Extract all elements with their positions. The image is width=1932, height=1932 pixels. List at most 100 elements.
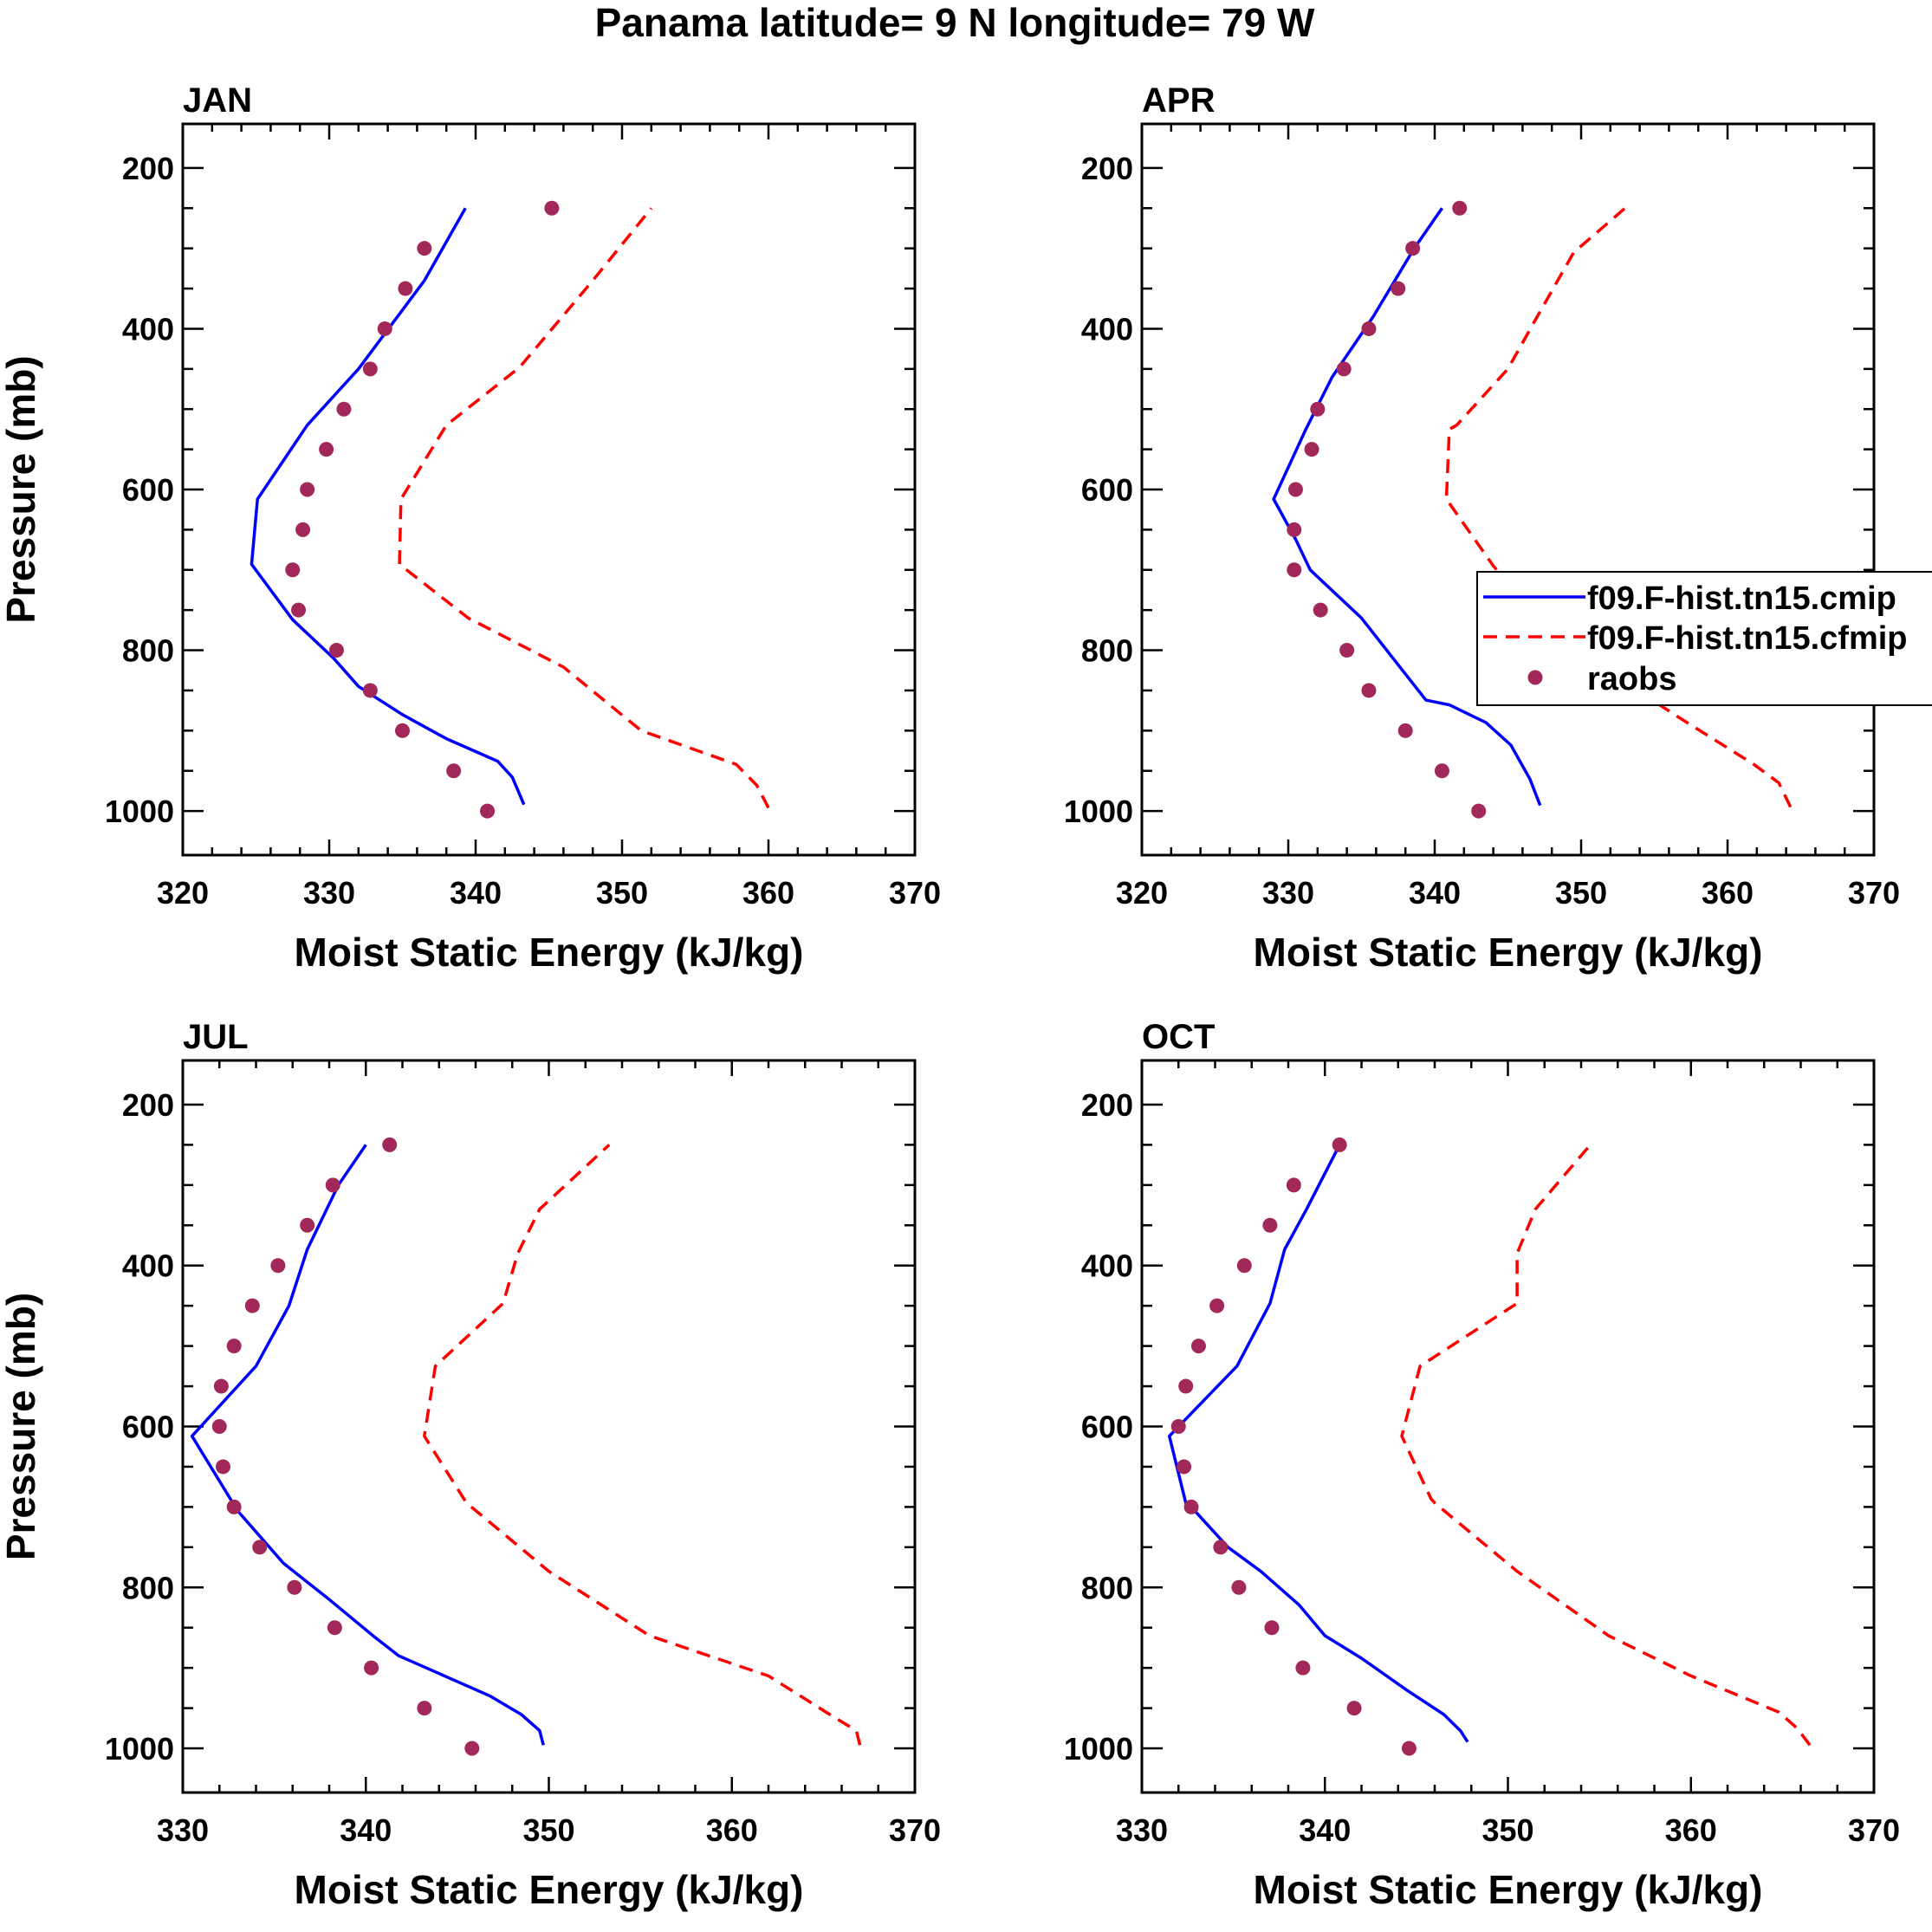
jan-ytick-label: 400 bbox=[122, 311, 174, 347]
oct-cfmip-line bbox=[1400, 1144, 1812, 1747]
apr-xtick-label: 340 bbox=[1409, 875, 1461, 911]
apr-cmip-line bbox=[1272, 207, 1542, 807]
oct-raobs-point bbox=[1231, 1579, 1247, 1595]
jan-raobs-point bbox=[285, 562, 301, 578]
oct-xtick-label: 340 bbox=[1299, 1812, 1351, 1848]
jan-ytick-label: 200 bbox=[122, 151, 174, 186]
jan-raobs-point bbox=[395, 723, 410, 738]
apr-raobs-point bbox=[1361, 683, 1377, 698]
panel-apr: 320 330 340 350 360 370 200 400 600 800 1000 APR Moi… bbox=[1064, 81, 1900, 975]
apr-plot-frame bbox=[1140, 122, 1876, 857]
jan-xtick-label: 360 bbox=[742, 875, 794, 911]
oct-raobs-point bbox=[1183, 1499, 1199, 1514]
jul-raobs-point bbox=[464, 1741, 480, 1756]
jul-cfmip-line bbox=[423, 1144, 862, 1746]
jul-ytick-label: 800 bbox=[122, 1570, 174, 1605]
jan-y-axis-label: Pressure (mb) bbox=[0, 355, 43, 623]
oct-xtick-label: 350 bbox=[1481, 1812, 1533, 1848]
jul-raobs-point bbox=[382, 1137, 398, 1152]
oct-raobs-point bbox=[1346, 1701, 1362, 1716]
apr-xtick-label: 350 bbox=[1555, 875, 1607, 911]
panel-jul: 330 340 350 360 370 200 400 600 800 1000 JUL Moist … bbox=[0, 1018, 941, 1912]
apr-xtick-label: 360 bbox=[1702, 875, 1754, 911]
apr-xtick-label: 370 bbox=[1848, 875, 1900, 911]
apr-raobs-point bbox=[1304, 442, 1319, 457]
jan-raobs-point bbox=[291, 602, 307, 618]
oct-raobs-point bbox=[1170, 1419, 1186, 1434]
oct-raobs-point bbox=[1286, 1177, 1301, 1193]
jul-xtick-label: 370 bbox=[889, 1812, 941, 1848]
oct-xtick-label: 370 bbox=[1848, 1812, 1900, 1848]
apr-raobs-point bbox=[1287, 562, 1302, 578]
apr-ytick-label: 800 bbox=[1081, 633, 1133, 669]
jan-raobs-point bbox=[328, 643, 344, 658]
jan-raobs-point bbox=[377, 321, 392, 336]
jan-plot-frame bbox=[181, 122, 917, 857]
apr-ytick-label: 600 bbox=[1081, 472, 1133, 508]
oct-ytick-label: 600 bbox=[1081, 1410, 1133, 1445]
oct-raobs-point bbox=[1209, 1298, 1225, 1313]
apr-raobs-point bbox=[1361, 321, 1377, 336]
legend-raobs-label: raobs bbox=[1587, 661, 1676, 697]
oct-raobs-point bbox=[1295, 1660, 1311, 1676]
oct-x-axis-label: Moist Static Energy (kJ/kg) bbox=[1254, 1867, 1763, 1912]
legend-cmip-label: f09.F-hist.tn15.cmip bbox=[1587, 580, 1896, 617]
apr-raobs-point bbox=[1397, 723, 1413, 738]
jul-panel-title: JUL bbox=[183, 1018, 249, 1056]
jan-x-axis-label: Moist Static Energy (kJ/kg) bbox=[295, 930, 804, 975]
oct-xtick-label: 360 bbox=[1665, 1812, 1717, 1848]
panel-oct: 330 340 350 360 370 200 400 600 800 1000 OCT Moist … bbox=[1064, 1018, 1900, 1912]
oct-raobs-point bbox=[1332, 1137, 1347, 1152]
jan-raobs-point bbox=[480, 803, 496, 819]
legend-raobs-marker bbox=[1527, 670, 1543, 685]
apr-cfmip-line bbox=[1444, 206, 1793, 808]
jul-raobs-point bbox=[226, 1499, 242, 1514]
apr-x-axis-label: Moist Static Energy (kJ/kg) bbox=[1254, 930, 1763, 975]
apr-xtick-label: 320 bbox=[1116, 875, 1168, 911]
jan-raobs-point bbox=[544, 200, 560, 216]
jul-xtick-label: 340 bbox=[340, 1812, 392, 1848]
apr-raobs-point bbox=[1310, 401, 1326, 417]
jul-raobs-point bbox=[213, 1378, 229, 1394]
apr-raobs-point bbox=[1434, 763, 1449, 779]
jul-raobs-point bbox=[325, 1177, 340, 1193]
jan-raobs-point bbox=[362, 361, 378, 377]
oct-xtick-label: 330 bbox=[1116, 1812, 1168, 1848]
jan-ytick-label: 800 bbox=[122, 633, 174, 669]
jan-ytick-label: 1000 bbox=[105, 794, 174, 829]
jul-cmip-line bbox=[190, 1144, 545, 1746]
jul-plot-frame bbox=[181, 1059, 917, 1794]
apr-panel-title: APR bbox=[1142, 81, 1216, 120]
jul-ytick-label: 200 bbox=[122, 1087, 174, 1123]
jan-xtick-label: 340 bbox=[450, 875, 502, 911]
apr-ytick-label: 400 bbox=[1081, 311, 1133, 347]
panel-jan: 320 330 340 350 360 370 200 400 600 800 1000 JAN Moi… bbox=[0, 81, 941, 975]
legend-cfmip-label: f09.F-hist.tn15.cfmip bbox=[1587, 620, 1908, 657]
jan-raobs-point bbox=[336, 401, 352, 417]
oct-ytick-label: 800 bbox=[1081, 1570, 1133, 1605]
oct-plot-frame bbox=[1140, 1059, 1876, 1794]
jul-y-axis-label: Pressure (mb) bbox=[0, 1293, 43, 1560]
oct-ytick-label: 400 bbox=[1081, 1248, 1133, 1284]
oct-raobs-point bbox=[1264, 1620, 1280, 1636]
jan-raobs-point bbox=[398, 281, 413, 296]
oct-raobs-point bbox=[1213, 1540, 1229, 1555]
legend-box bbox=[1476, 571, 1932, 706]
jan-ytick-label: 600 bbox=[122, 472, 174, 508]
jan-xtick-label: 320 bbox=[157, 875, 209, 911]
jan-raobs-point bbox=[417, 241, 432, 256]
oct-raobs-point bbox=[1401, 1741, 1417, 1756]
apr-raobs-point bbox=[1287, 482, 1303, 497]
jul-raobs-point bbox=[364, 1660, 379, 1676]
oct-ytick-label: 1000 bbox=[1064, 1731, 1133, 1767]
apr-raobs-point bbox=[1471, 803, 1487, 819]
jul-xtick-label: 350 bbox=[522, 1812, 574, 1848]
jan-raobs-point bbox=[446, 763, 462, 779]
jan-xtick-label: 350 bbox=[596, 875, 648, 911]
oct-cmip-line bbox=[1167, 1144, 1469, 1743]
oct-raobs-point bbox=[1262, 1217, 1278, 1233]
figure-title: Panama latitude= 9 N longitude= 79 W bbox=[595, 0, 1315, 45]
jul-raobs-point bbox=[215, 1459, 230, 1475]
apr-raobs-point bbox=[1339, 643, 1355, 658]
